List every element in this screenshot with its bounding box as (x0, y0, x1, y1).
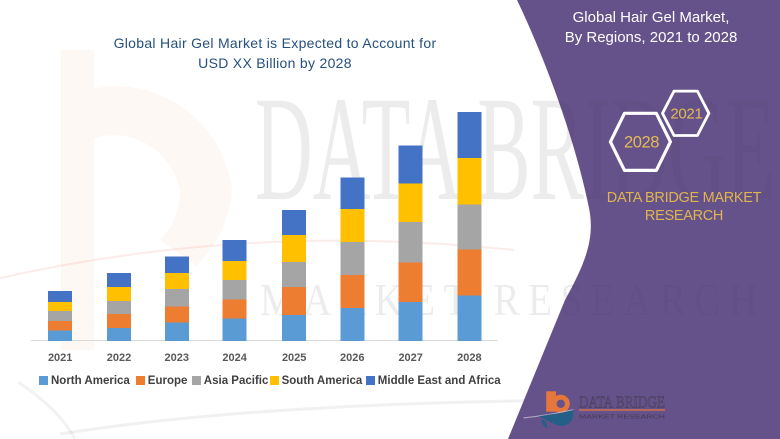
svg-text:2021: 2021 (670, 106, 702, 123)
svg-text:MARKET RESEARCH: MARKET RESEARCH (579, 414, 666, 420)
svg-text:2028: 2028 (624, 134, 659, 152)
svg-text:DATA BRIDGE: DATA BRIDGE (579, 393, 665, 412)
